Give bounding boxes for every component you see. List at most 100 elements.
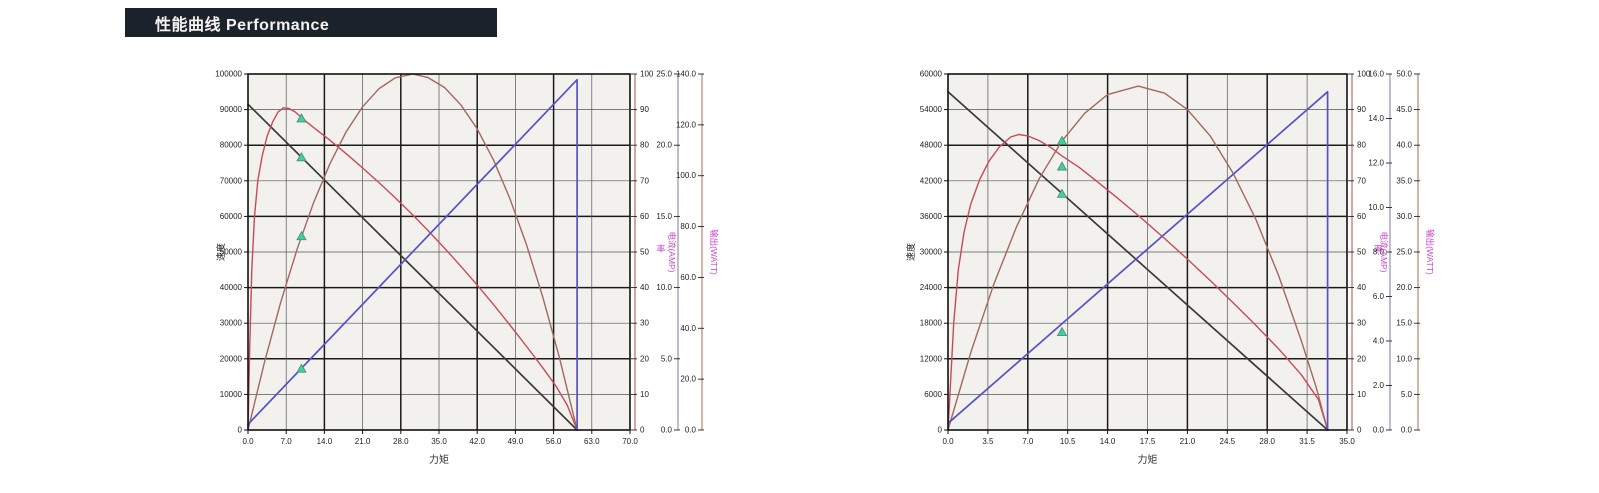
svg-text:20000: 20000 — [220, 354, 243, 363]
svg-text:50000: 50000 — [220, 248, 243, 257]
svg-text:18000: 18000 — [920, 319, 943, 328]
svg-text:70: 70 — [640, 176, 649, 185]
svg-text:力矩: 力矩 — [429, 453, 449, 466]
svg-text:15.0: 15.0 — [656, 212, 672, 221]
svg-text:10.5: 10.5 — [1060, 437, 1076, 446]
svg-text:48000: 48000 — [920, 141, 943, 150]
svg-text:10000: 10000 — [220, 390, 243, 399]
svg-text:力矩: 力矩 — [1138, 453, 1158, 466]
svg-text:6000: 6000 — [924, 390, 942, 399]
svg-text:20.0: 20.0 — [656, 141, 672, 150]
svg-text:28.0: 28.0 — [393, 437, 409, 446]
svg-text:60.0: 60.0 — [680, 273, 696, 282]
svg-text:速度: 速度 — [215, 243, 226, 261]
svg-text:0.0: 0.0 — [242, 437, 254, 446]
svg-text:40.0: 40.0 — [680, 324, 696, 333]
svg-text:63.0: 63.0 — [584, 437, 600, 446]
svg-text:60: 60 — [1357, 212, 1366, 221]
svg-text:6.0: 6.0 — [1373, 292, 1385, 301]
svg-text:54000: 54000 — [920, 105, 943, 114]
svg-text:0.0: 0.0 — [1373, 426, 1385, 435]
svg-text:10.0: 10.0 — [1396, 354, 1412, 363]
svg-text:12.0: 12.0 — [1368, 159, 1384, 168]
svg-text:42000: 42000 — [920, 176, 943, 185]
svg-text:0.0: 0.0 — [1401, 426, 1413, 435]
svg-text:30: 30 — [640, 319, 649, 328]
svg-text:0: 0 — [1357, 426, 1362, 435]
svg-text:20: 20 — [1357, 354, 1366, 363]
svg-text:14.0: 14.0 — [1368, 114, 1384, 123]
svg-text:100000: 100000 — [215, 70, 242, 79]
svg-text:45.0: 45.0 — [1396, 105, 1412, 114]
svg-text:3.5: 3.5 — [982, 437, 994, 446]
svg-text:49.0: 49.0 — [508, 437, 524, 446]
svg-text:90000: 90000 — [220, 105, 243, 114]
svg-text:140.0: 140.0 — [676, 70, 697, 79]
svg-text:0.0: 0.0 — [942, 437, 954, 446]
svg-text:28.0: 28.0 — [1259, 437, 1275, 446]
svg-text:10.0: 10.0 — [656, 283, 672, 292]
svg-text:80: 80 — [1357, 141, 1366, 150]
svg-text:20: 20 — [640, 354, 649, 363]
svg-text:30: 30 — [1357, 319, 1366, 328]
svg-text:14.0: 14.0 — [1100, 437, 1116, 446]
svg-text:42.0: 42.0 — [469, 437, 485, 446]
svg-text:30000: 30000 — [920, 248, 943, 257]
svg-text:5.0: 5.0 — [1401, 390, 1413, 399]
svg-text:17.5: 17.5 — [1140, 437, 1156, 446]
svg-text:20.0: 20.0 — [680, 375, 696, 384]
svg-text:14.0: 14.0 — [317, 437, 333, 446]
svg-text:0.0: 0.0 — [685, 426, 697, 435]
svg-text:25.0: 25.0 — [656, 70, 672, 79]
performance-chart-left: 0100002000030000400005000060000700008000… — [215, 70, 719, 467]
svg-text:10.0: 10.0 — [1368, 203, 1384, 212]
svg-text:24.5: 24.5 — [1220, 437, 1236, 446]
svg-text:电流(AMP): 电流(AMP) — [1379, 231, 1389, 272]
svg-text:21.0: 21.0 — [1180, 437, 1196, 446]
svg-text:20.0: 20.0 — [1396, 283, 1412, 292]
svg-text:40: 40 — [640, 283, 649, 292]
svg-text:50.0: 50.0 — [1396, 70, 1412, 79]
svg-text:25.0: 25.0 — [1396, 248, 1412, 257]
svg-text:30000: 30000 — [220, 319, 243, 328]
svg-text:4.0: 4.0 — [1373, 337, 1385, 346]
svg-text:70: 70 — [1357, 176, 1366, 185]
svg-text:120.0: 120.0 — [676, 120, 697, 129]
svg-text:10: 10 — [1357, 390, 1366, 399]
svg-text:16.0: 16.0 — [1368, 70, 1384, 79]
svg-text:5.0: 5.0 — [661, 354, 673, 363]
svg-text:21.0: 21.0 — [355, 437, 371, 446]
svg-text:7.0: 7.0 — [281, 437, 293, 446]
svg-text:100: 100 — [640, 70, 654, 79]
svg-text:0: 0 — [938, 426, 943, 435]
svg-text:10: 10 — [640, 390, 649, 399]
svg-text:50: 50 — [640, 248, 649, 257]
svg-text:输出(WATT): 输出(WATT) — [709, 229, 719, 275]
svg-text:31.5: 31.5 — [1299, 437, 1315, 446]
svg-text:速度: 速度 — [905, 243, 916, 261]
performance-chart-right: 0 6000 12000 18000 24000 30000 36000 42000 48000… — [905, 70, 1435, 467]
svg-text:60: 60 — [640, 212, 649, 221]
svg-text:35.0: 35.0 — [431, 437, 447, 446]
svg-text:40000: 40000 — [220, 283, 243, 292]
svg-text:80000: 80000 — [220, 141, 243, 150]
svg-text:80: 80 — [640, 141, 649, 150]
svg-text:36000: 36000 — [920, 212, 943, 221]
svg-text:15.0: 15.0 — [1396, 319, 1412, 328]
svg-text:2.0: 2.0 — [1373, 381, 1385, 390]
svg-text:60000: 60000 — [220, 212, 243, 221]
svg-text:0.0: 0.0 — [661, 426, 673, 435]
svg-text:70.0: 70.0 — [622, 437, 638, 446]
svg-text:12000: 12000 — [920, 354, 943, 363]
svg-text:70000: 70000 — [220, 176, 243, 185]
svg-text:40: 40 — [1357, 283, 1366, 292]
svg-text:24000: 24000 — [920, 283, 943, 292]
section-title: 性能曲线 Performance — [155, 16, 330, 34]
svg-text:7.0: 7.0 — [1022, 437, 1034, 446]
svg-text:90: 90 — [1357, 105, 1366, 114]
svg-text:80.0: 80.0 — [680, 222, 696, 231]
svg-text:90: 90 — [640, 105, 649, 114]
svg-text:50: 50 — [1357, 248, 1366, 257]
svg-text:输出(WATT): 输出(WATT) — [1425, 229, 1435, 275]
svg-text:100: 100 — [1357, 70, 1371, 79]
